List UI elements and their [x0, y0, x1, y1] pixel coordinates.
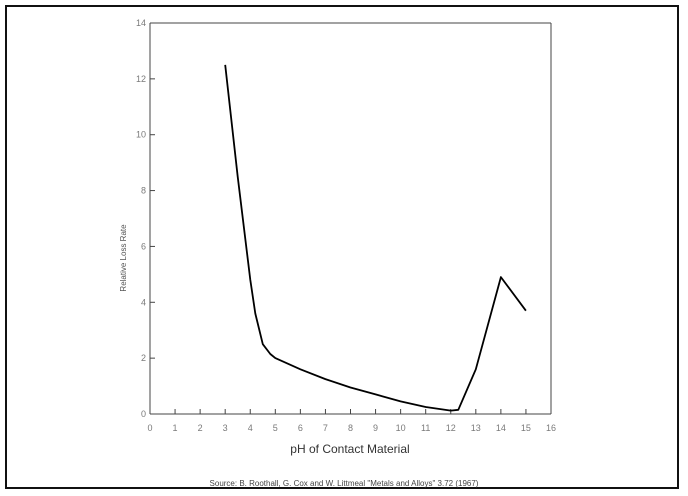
source-note: Source: B. Roothall, G. Cox and W. Littm…: [210, 479, 479, 488]
x-tick-label: 1: [173, 423, 178, 433]
y-axis-ticks: 0 2 4 6 8 10 12 14: [136, 18, 155, 419]
x-tick-label: 13: [471, 423, 481, 433]
y-tick-label: 12: [136, 74, 146, 84]
chart-frame: [5, 5, 679, 489]
y-axis-title: Relative Loss Rate: [119, 224, 128, 292]
x-tick-label: 2: [198, 423, 203, 433]
x-tick-label: 16: [546, 423, 556, 433]
x-tick-label: 8: [348, 423, 353, 433]
y-tick-label: 0: [141, 409, 146, 419]
y-tick-label: 14: [136, 18, 146, 28]
x-tick-label: 15: [521, 423, 531, 433]
x-tick-label: 6: [298, 423, 303, 433]
x-tick-label: 0: [147, 423, 152, 433]
x-tick-label: 11: [421, 423, 430, 433]
y-tick-label: 8: [141, 186, 146, 196]
x-tick-label: 4: [248, 423, 253, 433]
series-layer: [224, 64, 527, 412]
x-tick-label: 12: [446, 423, 456, 433]
y-tick-label: 4: [141, 297, 146, 307]
y-tick-label: 2: [141, 353, 146, 363]
x-tick-label: 3: [223, 423, 228, 433]
y-tick-label: 10: [136, 130, 146, 140]
x-axis-ticks: 0 1 2 3 4 5 6 7 8 9 10 11 12 13 14 15 16: [147, 409, 556, 433]
x-tick-label: 7: [323, 423, 328, 433]
x-tick-label: 14: [496, 423, 506, 433]
x-axis-title: pH of Contact Material: [290, 442, 409, 456]
y-tick-label: 6: [141, 241, 146, 251]
series-line: [224, 64, 527, 412]
x-tick-label: 10: [396, 423, 406, 433]
x-tick-label: 5: [273, 423, 278, 433]
x-tick-label: 9: [373, 423, 378, 433]
chart-axes: [149, 22, 552, 415]
